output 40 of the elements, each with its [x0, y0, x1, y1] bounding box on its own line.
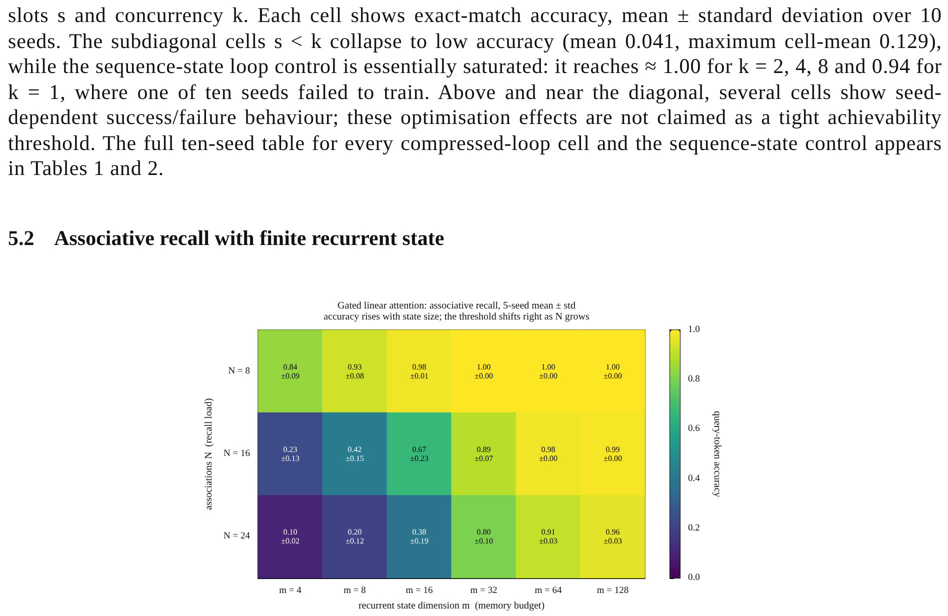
chart-subtitle: accuracy rises with state size; the threshold shifts right as N grows	[324, 312, 590, 322]
y-tick-label: N = 8	[228, 366, 250, 376]
data-label: 0.84 ±0.09	[281, 362, 300, 380]
y-tick-label: N = 24	[224, 532, 250, 542]
data-label: 0.20 ±0.12	[346, 528, 364, 546]
data-label: 0.23 ±0.13	[281, 445, 300, 463]
y-tick-label: N = 16	[224, 449, 250, 459]
x-tick-label: m = 64	[534, 586, 562, 596]
data-label: 0.38 ±0.19	[410, 528, 428, 546]
x-tick-label: m = 16	[406, 586, 433, 596]
data-label: 0.67 ±0.23	[410, 445, 428, 463]
data-label: 0.99 ±0.00	[604, 445, 622, 463]
data-label: 0.91 ±0.03	[539, 528, 558, 546]
data-label: 0.89 ±0.07	[474, 445, 493, 463]
data-label: 0.80 ±0.10	[474, 528, 493, 546]
x-tick-label: m = 32	[470, 586, 498, 596]
color-bar-label: 0.0	[688, 573, 700, 583]
data-label: 1.00 ±0.00	[474, 362, 493, 380]
data-label: 0.10 ±0.02	[281, 528, 300, 546]
data-label: 0.98 ±0.00	[539, 445, 558, 463]
color-bar-title: query-token accuracy	[712, 410, 722, 498]
data-label: 0.96 ±0.03	[604, 528, 622, 546]
x-axis-title: recurrent state dimension m (memory budget)	[358, 600, 545, 612]
color-bar-label: 0.2	[688, 523, 700, 534]
color-bar-label: 1.0	[688, 325, 700, 335]
text: slots s and concurrency k. Each cell shows exact-match accuracy, mean ± standard deviation over 10 seeds. The subdiagonal cells s < k collapse to low accuracy (mean 0.041, maximum cell-mean 0.129), while the sequence-state loop control is essentially saturated: it reaches ≈ 1.00 for k = 2, 4, 8 and 0.94 for k = 1, where one of ten seeds failed to train. Above and near the diagonal, several cells show seed-dependent success/failure behaviour; these optimisation effects are not claimed as a tight achievability threshold. The full ten-seed table for every compressed-loop cell and the sequence-state control appears in Tables 1 and 2.	[8, 3, 942, 182]
data-label: 0.42 ±0.15	[346, 445, 364, 463]
x-tick-label: m = 8	[344, 586, 366, 596]
y-axis-title: associations N (recall load)	[204, 398, 214, 510]
chart-title: Gated linear attention: associative recall, 5-seed mean ± std	[338, 300, 576, 312]
text: 5.2 Associative recall with finite recurrent state	[8, 226, 444, 251]
data-label: 0.98 ±0.01	[410, 362, 428, 380]
color-bar-label: 0.8	[688, 374, 700, 385]
color-bar-label: 0.4	[688, 474, 700, 484]
data-label: 1.00 ±0.00	[604, 362, 622, 380]
x-tick-label: m = 128	[596, 586, 629, 596]
data-label: 0.93 ±0.08	[346, 362, 364, 380]
color-bar-label: 0.6	[688, 424, 700, 434]
x-tick-label: m = 4	[279, 586, 302, 596]
data-label: 1.00 ±0.00	[539, 362, 558, 380]
